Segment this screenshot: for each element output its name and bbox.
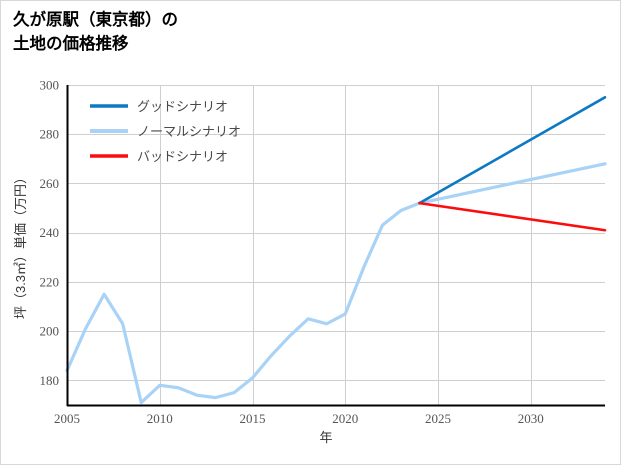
legend-label: グッドシナリオ [137, 99, 228, 114]
series-line [418, 201, 607, 232]
x-tick-label: 2025 [425, 411, 451, 426]
y-tick-labels: 180 200 220 240 260 280 300 [40, 78, 60, 388]
series-line [418, 96, 607, 205]
axis-lines [66, 85, 605, 407]
y-tick-label: 240 [40, 225, 60, 240]
series-line [65, 162, 607, 405]
series-lines [65, 96, 607, 405]
y-axis-title: 坪（3.3㎡）単価（万円） [13, 171, 28, 319]
legend-label: バッドシナリオ [137, 149, 228, 164]
y-tick-label: 280 [40, 127, 60, 142]
y-tick-label: 200 [40, 324, 60, 339]
x-tick-label: 2015 [240, 411, 266, 426]
y-tick-label: 300 [40, 78, 60, 93]
x-tick-label: 2005 [54, 411, 80, 426]
y-tick-label: 260 [40, 176, 60, 191]
x-tick-label: 2030 [518, 411, 544, 426]
x-tick-label: 2010 [147, 411, 173, 426]
axis-titles: 年 坪（3.3㎡）単価（万円） [13, 171, 333, 445]
y-tick-label: 220 [40, 274, 60, 289]
legend-label: ノーマルシナリオ [137, 124, 241, 139]
y-tick-label: 180 [40, 373, 60, 388]
x-axis-title: 年 [319, 430, 332, 445]
page-title: 久が原駅（東京都）の 土地の価格推移 [13, 11, 178, 53]
x-tick-labels: 2005 2010 2015 2020 2025 2030 [54, 411, 544, 426]
x-tick-label: 2020 [332, 411, 358, 426]
